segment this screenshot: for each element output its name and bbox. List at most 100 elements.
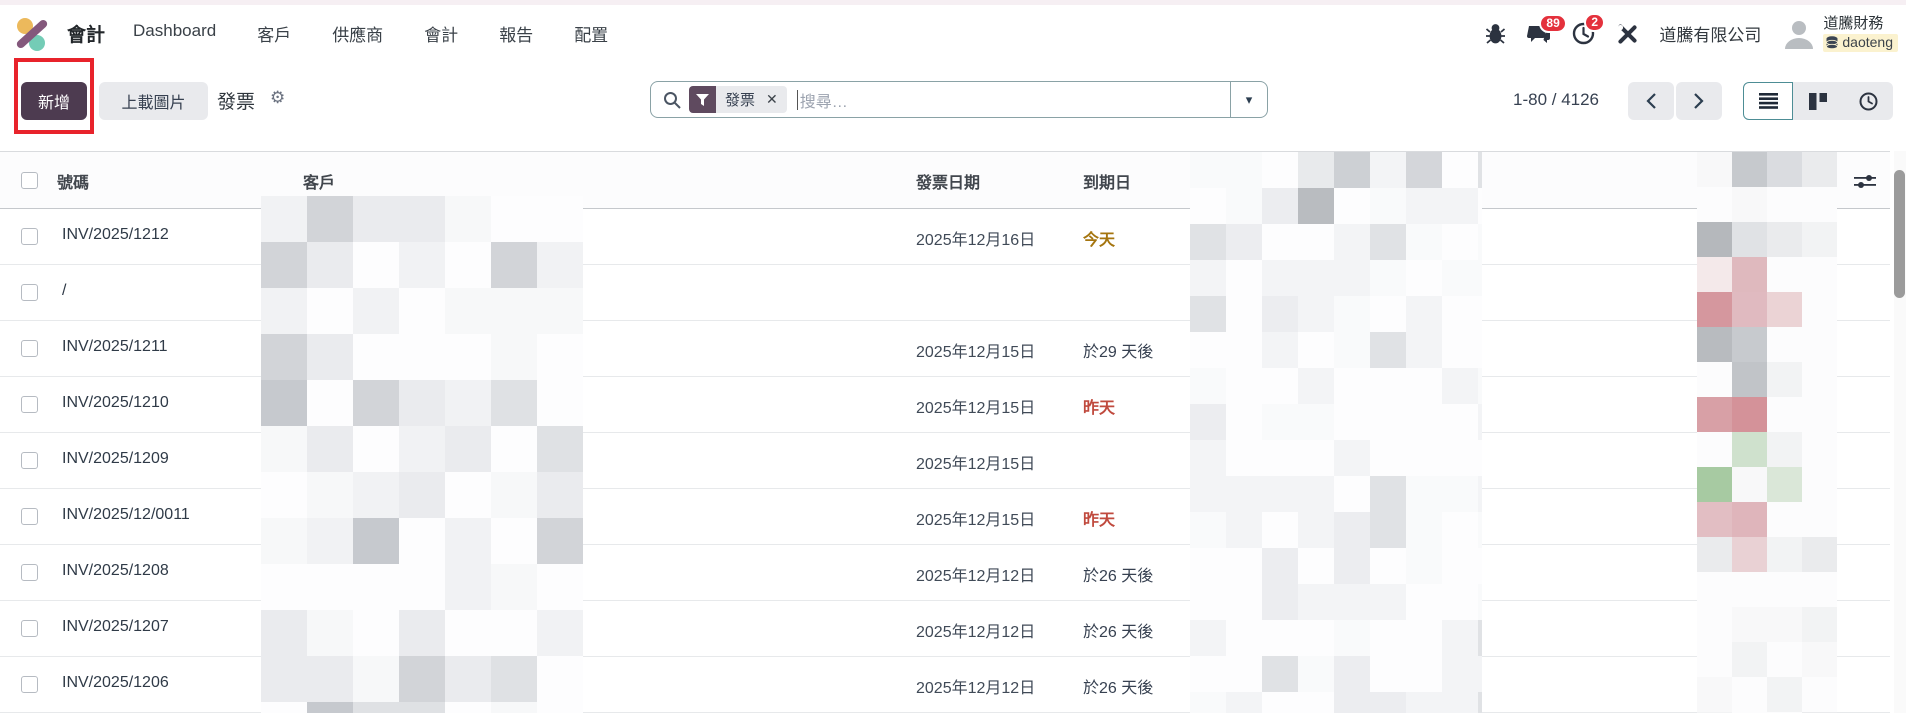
activities-icon[interactable]: 2 bbox=[1572, 13, 1606, 45]
chevron-left-icon bbox=[1646, 93, 1656, 109]
list-view-icon bbox=[1758, 93, 1778, 109]
search-dropdown-toggle[interactable]: ▾ bbox=[1230, 82, 1267, 117]
list-view-button[interactable] bbox=[1743, 82, 1793, 120]
due-date-cell: 昨天 bbox=[1083, 400, 1116, 417]
invoice-rows: INV/2025/1212 2025年12月16日 今天 / INV/2025/… bbox=[0, 209, 1890, 713]
navbar-systray: 89 2 道騰有限公司 bbox=[1485, 13, 1898, 53]
invoice-date-cell: 2025年12月12日 bbox=[916, 624, 1036, 641]
table-row[interactable]: INV/2025/1207 2025年12月12日 於26 天後 bbox=[0, 601, 1890, 657]
table-header: 號碼 客戶 發票日期 到期日 bbox=[0, 151, 1890, 209]
column-header-due-date[interactable]: 到期日 bbox=[1083, 175, 1132, 192]
row-checkbox[interactable] bbox=[21, 284, 38, 301]
facet-label: 發票 bbox=[725, 92, 756, 109]
messages-icon[interactable]: 89 bbox=[1527, 13, 1567, 45]
window-top-strip bbox=[0, 0, 1906, 5]
row-checkbox[interactable] bbox=[21, 676, 38, 693]
select-all-checkbox[interactable] bbox=[21, 172, 38, 189]
user-menu[interactable]: 道騰財務 daoteng bbox=[1782, 14, 1898, 53]
row-checkbox[interactable] bbox=[21, 564, 38, 581]
search-facet-invoices[interactable]: 發票 ✕ bbox=[689, 86, 787, 113]
table-row[interactable]: INV/2025/1212 2025年12月16日 今天 bbox=[0, 209, 1890, 265]
optional-columns-icon[interactable] bbox=[1853, 172, 1877, 197]
table-row[interactable]: INV/2025/1211 2025年12月15日 於29 天後 bbox=[0, 321, 1890, 377]
menu-customers[interactable]: 客戶 bbox=[257, 26, 292, 45]
pager-next-button[interactable] bbox=[1676, 82, 1722, 120]
database-icon bbox=[1826, 36, 1839, 49]
column-header-customer[interactable]: 客戶 bbox=[303, 175, 336, 192]
user-info: 道騰財務 daoteng bbox=[1823, 14, 1898, 53]
invoice-number-cell: INV/2025/12/0011 bbox=[62, 506, 190, 523]
due-date-cell: 於26 天後 bbox=[1083, 624, 1154, 641]
invoice-date-cell: 2025年12月15日 bbox=[916, 512, 1036, 529]
table-row[interactable]: / bbox=[0, 265, 1890, 321]
row-checkbox[interactable] bbox=[21, 620, 38, 637]
invoice-number-cell: INV/2025/1206 bbox=[62, 674, 169, 691]
gear-icon[interactable]: ⚙ bbox=[270, 88, 286, 107]
invoice-date-cell: 2025年12月15日 bbox=[916, 344, 1036, 361]
filter-icon bbox=[689, 86, 716, 113]
due-date-cell: 於29 天後 bbox=[1083, 344, 1154, 361]
table-row[interactable]: INV/2025/1210 2025年12月15日 昨天 bbox=[0, 377, 1890, 433]
row-checkbox[interactable] bbox=[21, 228, 38, 245]
new-button[interactable]: 新增 bbox=[21, 82, 87, 120]
upload-image-button[interactable]: 上載圖片 bbox=[99, 82, 208, 120]
invoice-number-cell: INV/2025/1210 bbox=[62, 394, 169, 411]
search-icon bbox=[663, 91, 681, 109]
invoice-date-cell: 2025年12月12日 bbox=[916, 680, 1036, 697]
menu-dashboard[interactable]: Dashboard bbox=[133, 21, 217, 40]
invoice-number-cell: INV/2025/1207 bbox=[62, 618, 169, 635]
company-switcher[interactable]: 道騰有限公司 bbox=[1659, 26, 1762, 45]
user-database: daoteng bbox=[1823, 33, 1898, 53]
text-caret bbox=[796, 89, 798, 110]
top-navbar: 會計 Dashboard 客戶 供應商 會計 報告 配置 bbox=[0, 5, 1906, 62]
app-menu-accounting[interactable]: 會計 bbox=[67, 25, 106, 46]
invoice-date-cell: 2025年12月16日 bbox=[916, 232, 1036, 249]
kanban-view-button[interactable] bbox=[1793, 82, 1843, 120]
chevron-right-icon bbox=[1694, 93, 1704, 109]
due-date-cell: 於26 天後 bbox=[1083, 568, 1154, 585]
due-date-cell: 今天 bbox=[1083, 232, 1116, 249]
app-logo-icon[interactable] bbox=[16, 16, 50, 52]
invoice-date-cell: 2025年12月15日 bbox=[916, 400, 1036, 417]
facet-remove-icon[interactable]: ✕ bbox=[766, 91, 778, 107]
activity-view-icon bbox=[1859, 92, 1877, 110]
search-input[interactable]: 搜尋… bbox=[799, 93, 848, 111]
column-header-number[interactable]: 號碼 bbox=[57, 175, 90, 192]
invoice-number-cell: INV/2025/1208 bbox=[62, 562, 169, 579]
scrollbar-thumb[interactable] bbox=[1894, 170, 1905, 298]
activities-badge: 2 bbox=[1584, 13, 1606, 32]
menu-configuration[interactable]: 配置 bbox=[574, 26, 609, 45]
menu-accounting[interactable]: 會計 bbox=[424, 26, 459, 45]
bug-icon[interactable] bbox=[1485, 23, 1506, 45]
avatar bbox=[1785, 20, 1814, 49]
messages-badge: 89 bbox=[1539, 13, 1567, 33]
invoice-number-cell: INV/2025/1211 bbox=[62, 338, 168, 355]
tools-icon[interactable] bbox=[1616, 23, 1638, 45]
table-row[interactable]: INV/2025/1209 2025年12月15日 bbox=[0, 433, 1890, 489]
row-checkbox[interactable] bbox=[21, 396, 38, 413]
invoice-number-cell: INV/2025/1209 bbox=[62, 450, 169, 467]
invoice-number-cell: INV/2025/1212 bbox=[62, 226, 169, 243]
pager-range[interactable]: 1-80 / 4126 bbox=[1513, 90, 1600, 109]
due-date-cell: 於26 天後 bbox=[1083, 680, 1154, 697]
table-row[interactable]: INV/2025/12/0011 2025年12月15日 昨天 bbox=[0, 489, 1890, 545]
invoice-date-cell: 2025年12月15日 bbox=[916, 456, 1036, 473]
menu-reporting[interactable]: 報告 bbox=[499, 26, 534, 45]
row-checkbox[interactable] bbox=[21, 508, 38, 525]
row-checkbox[interactable] bbox=[21, 452, 38, 469]
invoice-number-cell: / bbox=[62, 282, 67, 299]
activity-view-button[interactable] bbox=[1843, 82, 1893, 120]
kanban-view-icon bbox=[1809, 92, 1827, 110]
table-row[interactable]: INV/2025/1206 2025年12月12日 於26 天後 bbox=[0, 657, 1890, 713]
chevron-down-icon: ▾ bbox=[1245, 91, 1253, 107]
row-checkbox[interactable] bbox=[21, 340, 38, 357]
table-row[interactable]: INV/2025/1208 2025年12月12日 於26 天後 bbox=[0, 545, 1890, 601]
menu-vendors[interactable]: 供應商 bbox=[332, 26, 384, 45]
search-bar[interactable]: 發票 ✕ 搜尋… ▾ bbox=[650, 81, 1268, 118]
column-header-invoice-date[interactable]: 發票日期 bbox=[916, 175, 981, 192]
main-menus: Dashboard 客戶 供應商 會計 報告 配置 bbox=[133, 21, 608, 46]
invoice-date-cell: 2025年12月12日 bbox=[916, 568, 1036, 585]
pager-previous-button[interactable] bbox=[1628, 82, 1674, 120]
user-name: 道騰財務 bbox=[1823, 14, 1884, 32]
